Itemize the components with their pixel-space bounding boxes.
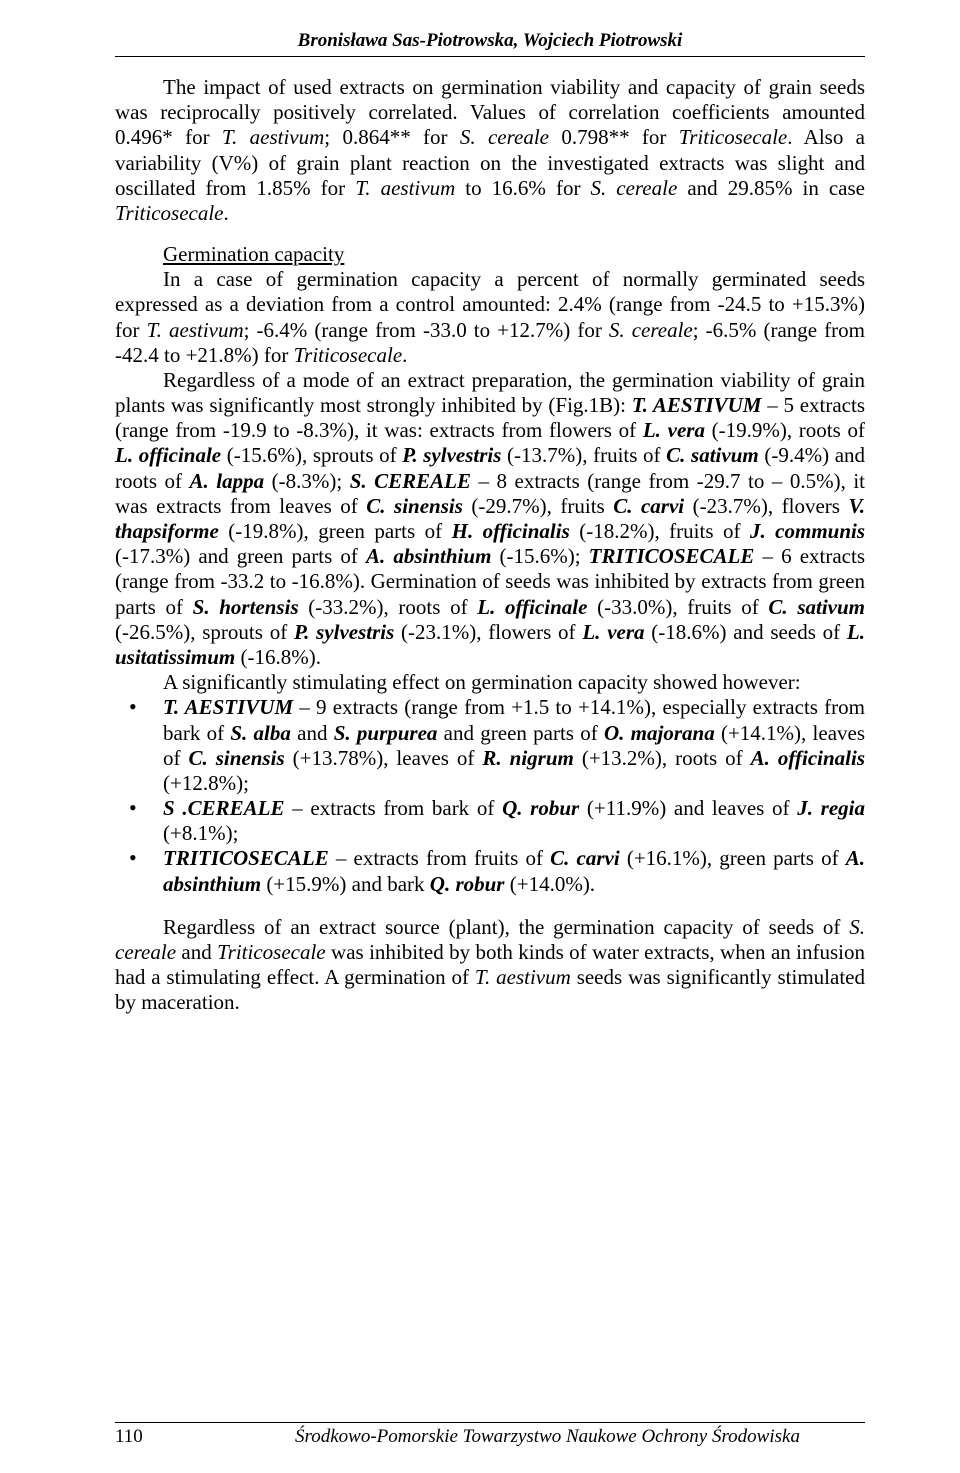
running-head: Bronisława Sas-Piotrowska, Wojciech Piot… (115, 30, 865, 57)
list-item: S .CEREALE – extracts from bark of Q. ro… (115, 796, 865, 846)
list-item: T. AESTIVUM – 9 extracts (range from +1.… (115, 695, 865, 796)
footer-source: Środkowo-Pomorskie Towarzystwo Naukowe O… (230, 1426, 865, 1448)
paragraph-inhibited: Regardless of a mode of an extract prepa… (115, 368, 865, 670)
stimulating-list: T. AESTIVUM – 9 extracts (range from +1.… (115, 695, 865, 897)
paragraph-gc-intro: In a case of germination capacity a perc… (115, 267, 865, 368)
paragraph-impact: The impact of used extracts on germinati… (115, 75, 865, 226)
page: Bronisława Sas-Piotrowska, Wojciech Piot… (0, 0, 960, 1473)
paragraph-stimulating-leadin: A significantly stimulating effect on ge… (115, 670, 865, 695)
page-number: 110 (115, 1426, 230, 1448)
section-heading-germination-capacity: Germination capacity (163, 242, 865, 267)
paragraph-regardless-source: Regardless of an extract source (plant),… (115, 915, 865, 1016)
list-item: TRITICOSECALE – extracts from fruits of … (115, 846, 865, 896)
footer: 110 Środkowo-Pomorskie Towarzystwo Nauko… (115, 1422, 865, 1448)
